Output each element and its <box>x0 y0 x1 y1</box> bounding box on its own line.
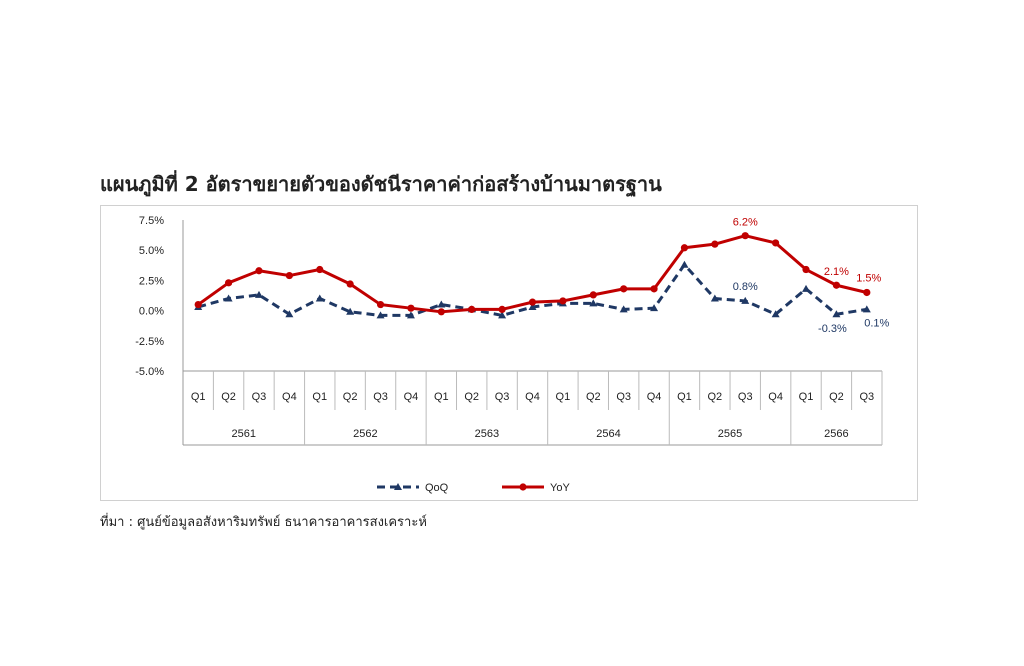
data-point-qoq <box>376 311 385 319</box>
data-point-qoq <box>802 284 811 292</box>
y-tick-label: 2.5% <box>139 275 164 287</box>
source-note: ที่มา : ศูนย์ข้อมูลอสังหาริมทรัพย์ ธนาคา… <box>100 515 427 530</box>
year-label: 2565 <box>718 428 742 440</box>
x-tick-label: Q2 <box>464 391 479 403</box>
data-point-yoy <box>285 271 293 280</box>
y-tick-label: -5.0% <box>135 366 164 378</box>
data-point-yoy <box>376 300 385 309</box>
x-tick-label: Q1 <box>312 391 327 403</box>
data-label: 1.5% <box>856 272 881 284</box>
data-label: 2.1% <box>824 266 849 278</box>
data-point-yoy <box>741 232 749 240</box>
data-point-yoy <box>346 280 354 288</box>
data-point-qoq <box>650 304 659 312</box>
data-point-yoy <box>194 300 202 309</box>
x-tick-label: Q1 <box>191 391 206 403</box>
data-label: -0.3% <box>818 323 847 335</box>
x-tick-label: Q4 <box>647 391 662 403</box>
x-tick-label: Q1 <box>434 391 449 403</box>
x-tick-label: Q1 <box>556 391 571 403</box>
data-point-yoy <box>772 239 780 247</box>
data-label: 0.1% <box>864 317 889 329</box>
x-tick-label: Q3 <box>616 391 631 403</box>
data-label: 6.2% <box>733 217 758 229</box>
x-tick-label: Q2 <box>586 391 601 403</box>
data-point-yoy <box>528 298 537 306</box>
x-tick-label: Q3 <box>373 391 388 403</box>
x-tick-label: Q3 <box>859 391 874 403</box>
data-point-yoy <box>255 267 263 275</box>
data-point-yoy <box>468 305 476 313</box>
data-point-qoq <box>832 310 841 318</box>
data-point-qoq <box>498 311 507 319</box>
legend-marker <box>519 483 527 491</box>
x-tick-label: Q2 <box>221 391 236 403</box>
line-chart: 7.5% 5.0% 2.5% 0.0% -2.5% -5.0% Q1 Q2 Q3 Q4 Q1 Q2 Q3… <box>135 215 889 494</box>
x-tick-label: Q3 <box>738 391 753 403</box>
y-tick-label: 5.0% <box>139 245 164 257</box>
data-label: 0.8% <box>733 281 758 293</box>
data-point-yoy <box>407 304 415 312</box>
data-point-qoq <box>254 290 263 298</box>
chart-title: แผนภูมิที่ 2 อัตราขยายตัวของดัชนีราคาค่า… <box>100 172 662 196</box>
data-point-yoy <box>498 305 506 313</box>
legend-label: QoQ <box>425 482 449 494</box>
x-tick-label: Q3 <box>252 391 267 403</box>
x-tick-label: Q2 <box>829 391 844 403</box>
y-tick-label: 0.0% <box>139 306 164 318</box>
year-label: 2561 <box>232 428 256 440</box>
x-tick-label: Q1 <box>799 391 814 403</box>
data-point-qoq <box>224 294 233 302</box>
data-point-yoy <box>224 279 233 287</box>
data-point-qoq <box>619 305 628 313</box>
data-point-qoq <box>710 294 719 302</box>
chart-frame <box>100 205 918 501</box>
y-tick-label: 7.5% <box>139 215 164 227</box>
x-tick-label: Q4 <box>282 391 297 403</box>
data-point-qoq <box>589 299 598 307</box>
data-point-qoq <box>741 296 750 304</box>
year-label: 2563 <box>475 428 499 440</box>
y-tick-label: -2.5% <box>135 336 164 348</box>
data-point-yoy <box>559 297 567 305</box>
x-tick-label: Q2 <box>343 391 358 403</box>
data-point-qoq <box>680 260 689 268</box>
legend-label: YoY <box>550 482 570 494</box>
x-tick-label: Q2 <box>708 391 723 403</box>
year-label: 2564 <box>596 428 620 440</box>
x-tick-label: Q3 <box>495 391 510 403</box>
data-point-yoy <box>863 288 871 297</box>
data-point-yoy <box>680 244 689 252</box>
data-point-qoq <box>346 307 355 315</box>
data-point-qoq <box>315 294 324 302</box>
data-point-qoq <box>406 311 415 319</box>
data-point-qoq <box>437 300 446 308</box>
data-point-qoq <box>771 310 780 318</box>
data-point-yoy <box>711 240 719 248</box>
data-point-qoq <box>285 310 294 318</box>
data-point-yoy <box>620 285 628 293</box>
x-tick-label: Q4 <box>525 391 540 403</box>
data-point-yoy <box>316 265 324 274</box>
data-point-yoy <box>802 265 810 274</box>
legend-marker <box>394 483 402 490</box>
data-point-qoq <box>862 305 871 313</box>
data-point-yoy <box>589 291 597 299</box>
data-point-yoy <box>650 285 658 293</box>
data-point-yoy <box>832 281 841 289</box>
year-label: 2562 <box>353 428 377 440</box>
year-label: 2566 <box>824 428 848 440</box>
x-tick-label: Q4 <box>404 391 419 403</box>
data-point-yoy <box>437 308 445 316</box>
x-tick-label: Q4 <box>768 391 783 403</box>
x-tick-label: Q1 <box>677 391 692 403</box>
data-point-qoq <box>528 302 537 310</box>
